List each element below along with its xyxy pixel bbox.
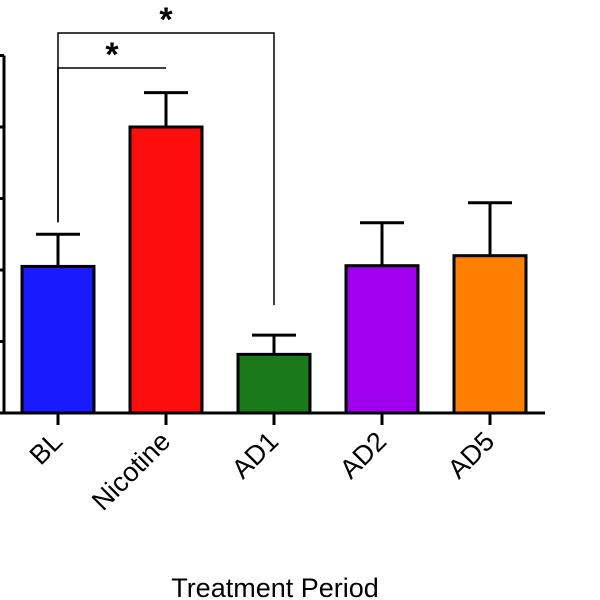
x-axis: BL Nicotine AD1 AD2 AD5 <box>4 411 545 516</box>
significance-brackets: ** <box>57 1 275 306</box>
x-tick-label: AD2 <box>334 426 392 484</box>
bar-ad1 <box>236 352 312 415</box>
x-axis-title: Treatment Period <box>171 573 379 600</box>
significance-star: * <box>105 36 119 74</box>
significance-bracket <box>57 32 275 306</box>
x-tick-label: BL <box>24 426 69 471</box>
bar-ad2 <box>344 264 420 415</box>
significance-star: * <box>159 1 173 39</box>
y-axis <box>0 54 6 415</box>
x-tick-label: Nicotine <box>86 426 176 516</box>
error-bars-group <box>36 91 512 355</box>
x-tick-label: AD5 <box>442 426 500 484</box>
bar-bl <box>20 264 96 415</box>
bar-ad5 <box>452 254 528 415</box>
x-tick-label: AD1 <box>226 426 284 484</box>
bar-nicotine <box>128 125 204 415</box>
